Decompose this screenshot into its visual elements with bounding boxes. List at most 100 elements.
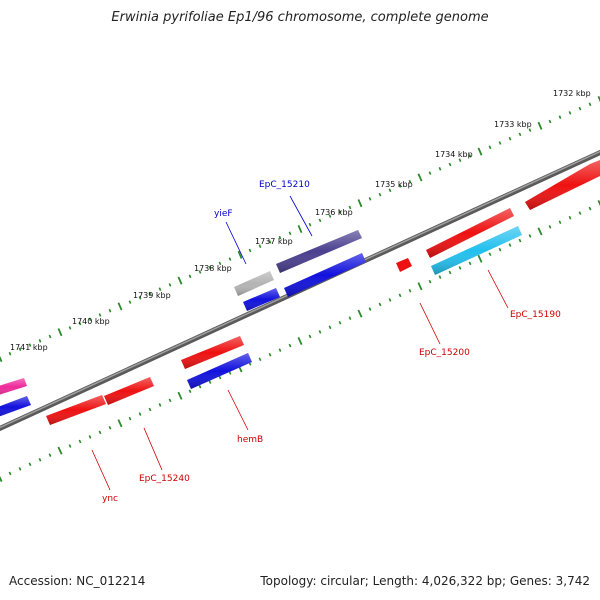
minor-tick bbox=[208, 380, 212, 384]
major-tick bbox=[357, 199, 363, 208]
minor-tick bbox=[18, 347, 22, 352]
minor-tick bbox=[398, 184, 402, 188]
minor-tick bbox=[248, 248, 252, 253]
major-tick bbox=[117, 302, 123, 311]
tick-label-1732: 1732 kbp bbox=[553, 89, 591, 98]
minor-tick bbox=[98, 313, 102, 317]
minor-tick bbox=[428, 279, 432, 284]
minor-tick bbox=[588, 102, 592, 107]
major-tick bbox=[597, 199, 600, 207]
minor-tick bbox=[518, 132, 522, 137]
minor-tick bbox=[458, 266, 462, 270]
minor-tick bbox=[558, 220, 562, 225]
minor-tick bbox=[448, 162, 452, 167]
minor-tick bbox=[388, 298, 392, 302]
minor-tick bbox=[168, 283, 172, 287]
major-tick bbox=[297, 224, 303, 234]
gene-label-hemB[interactable]: hemB bbox=[237, 435, 263, 445]
minor-tick bbox=[188, 389, 192, 394]
minor-tick bbox=[198, 384, 202, 389]
minor-tick bbox=[188, 274, 192, 279]
tick-label-1738: 1738 kbp bbox=[194, 264, 232, 273]
minor-tick bbox=[38, 457, 42, 462]
major-tick bbox=[0, 355, 3, 363]
gene-label-epc15210[interactable]: EpC_15210 bbox=[259, 180, 310, 190]
major-tick bbox=[537, 121, 543, 130]
scale-labels: 1732 kbp 1733 kbp 1734 kbp 1735 kbp 1736… bbox=[10, 89, 591, 352]
major-tick bbox=[417, 282, 423, 291]
minor-tick bbox=[438, 275, 442, 279]
minor-tick bbox=[318, 330, 322, 334]
minor-tick bbox=[488, 145, 492, 150]
minor-tick bbox=[8, 471, 12, 476]
minor-tick bbox=[468, 154, 472, 158]
minor-tick bbox=[48, 453, 52, 457]
minor-tick bbox=[138, 296, 142, 300]
minor-tick bbox=[308, 222, 312, 227]
minor-tick bbox=[428, 171, 432, 175]
minor-tick bbox=[348, 205, 352, 210]
gene-label-yieF[interactable]: yieF bbox=[214, 209, 233, 219]
minor-tick bbox=[128, 300, 132, 304]
minor-tick bbox=[378, 302, 382, 307]
minor-tick bbox=[68, 326, 72, 330]
minor-tick bbox=[488, 252, 492, 257]
inner-scale-ticks bbox=[0, 199, 600, 483]
minor-tick bbox=[348, 316, 352, 320]
minor-tick bbox=[88, 435, 92, 439]
major-tick bbox=[597, 95, 600, 103]
outer-scale-ticks bbox=[0, 95, 600, 363]
major-tick bbox=[237, 250, 243, 259]
minor-tick bbox=[218, 375, 222, 380]
minor-tick bbox=[48, 334, 52, 339]
gene-label-epc15200[interactable]: EpC_15200 bbox=[419, 348, 470, 358]
genome-summary-text: Topology: circular; Length: 4,026,322 bp… bbox=[260, 574, 590, 588]
minor-tick bbox=[268, 240, 272, 244]
gene-red-small-epc15200[interactable] bbox=[396, 258, 412, 272]
minor-tick bbox=[28, 343, 32, 347]
minor-tick bbox=[568, 111, 572, 115]
accession-text: Accession: NC_012214 bbox=[9, 574, 146, 588]
minor-tick bbox=[158, 403, 162, 407]
minor-tick bbox=[88, 317, 92, 322]
minor-tick bbox=[338, 320, 342, 325]
minor-tick bbox=[288, 231, 292, 236]
tick-label-1735: 1735 kbp bbox=[375, 180, 413, 189]
major-tick bbox=[357, 309, 363, 318]
major-tick bbox=[0, 475, 3, 483]
gene-label-ync[interactable]: ync bbox=[102, 494, 118, 504]
map-title: Erwinia pyrifoliae Ep1/96 chromosome, co… bbox=[111, 10, 489, 25]
minor-tick bbox=[508, 243, 512, 247]
minor-tick bbox=[28, 462, 32, 467]
minor-tick bbox=[378, 192, 382, 197]
minor-tick bbox=[78, 321, 82, 326]
minor-tick bbox=[408, 288, 412, 293]
minor-tick bbox=[328, 214, 332, 218]
minor-tick bbox=[308, 334, 312, 339]
minor-tick bbox=[148, 407, 152, 412]
minor-tick bbox=[548, 225, 552, 229]
minor-tick bbox=[228, 371, 232, 375]
tick-label-1737: 1737 kbp bbox=[255, 237, 293, 246]
minor-tick bbox=[408, 179, 412, 184]
major-tick bbox=[177, 391, 183, 400]
gene-label-epc15190[interactable]: EpC_15190 bbox=[510, 310, 561, 320]
minor-tick bbox=[468, 261, 472, 266]
gene-label-epc15240[interactable]: EpC_15240 bbox=[139, 474, 190, 484]
minor-tick bbox=[38, 339, 42, 343]
major-tick bbox=[117, 419, 123, 428]
major-tick bbox=[57, 446, 63, 455]
major-tick bbox=[57, 328, 63, 337]
minor-tick bbox=[278, 235, 282, 240]
minor-tick bbox=[208, 265, 212, 270]
minor-tick bbox=[368, 197, 372, 201]
minor-tick bbox=[398, 293, 402, 298]
minor-tick bbox=[528, 128, 532, 132]
minor-tick bbox=[498, 141, 502, 145]
tick-label-1734: 1734 kbp bbox=[435, 150, 473, 159]
minor-tick bbox=[278, 348, 282, 352]
minor-tick bbox=[518, 238, 522, 243]
major-tick bbox=[177, 276, 183, 285]
minor-tick bbox=[108, 425, 112, 430]
